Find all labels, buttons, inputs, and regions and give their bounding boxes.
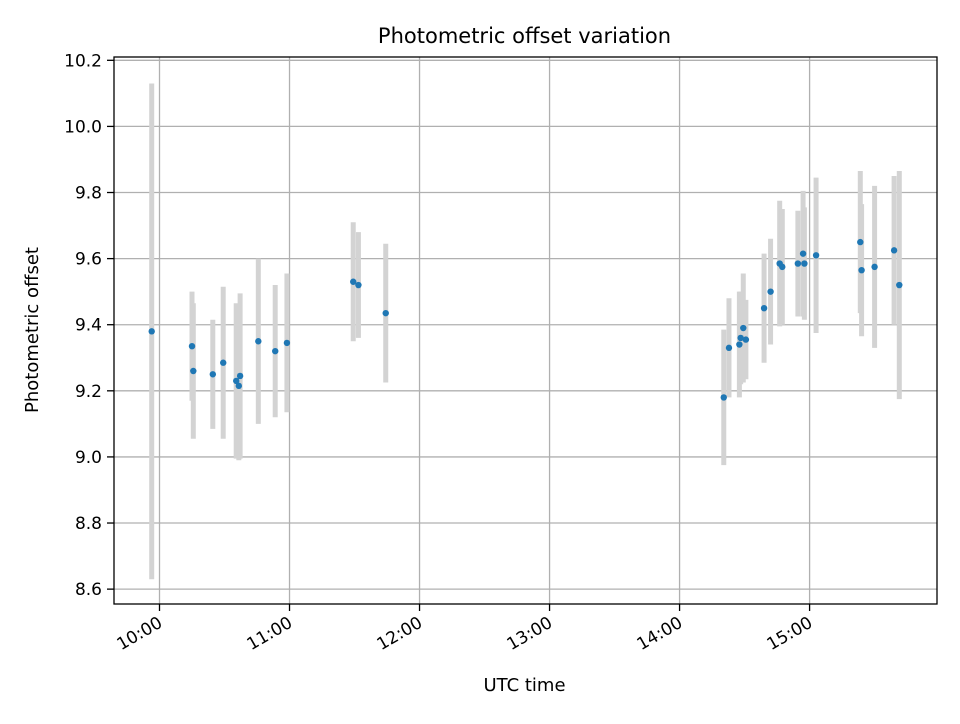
data-point [209, 371, 217, 378]
data-point [801, 260, 808, 267]
y-tick-label: 8.8 [75, 514, 102, 534]
data-point [148, 328, 155, 335]
y-tick-label: 9.0 [75, 448, 102, 468]
data-point [736, 341, 743, 348]
data-point [742, 336, 750, 343]
data-point [857, 238, 864, 246]
errorbar-layer [149, 83, 902, 580]
data-point [779, 263, 786, 271]
data-point [188, 342, 196, 350]
x-tick-label: 11:00 [244, 613, 296, 655]
data-point [740, 324, 747, 332]
data-point [720, 394, 727, 401]
x-tick-label: 12:00 [374, 613, 426, 655]
chart-title: Photometric offset variation [378, 24, 671, 48]
y-tick-label: 9.2 [75, 382, 102, 402]
data-point [233, 377, 240, 385]
x-axis-label: UTC time [483, 675, 565, 696]
y-tick-label: 9.8 [75, 184, 102, 204]
data-point [283, 339, 291, 347]
tick-layer: 10:00 11:00 12:00 13:00 14:00 15:00 8.6 8.8 9.0 9… [64, 51, 816, 655]
data-point [272, 347, 279, 355]
data-point [236, 372, 244, 380]
x-tick-label: 15:00 [764, 613, 816, 655]
data-point [760, 304, 768, 312]
data-point [382, 309, 389, 317]
x-tick-label: 10:00 [114, 613, 166, 655]
data-point [890, 247, 898, 254]
data-point [220, 359, 227, 366]
data-point [255, 338, 262, 345]
point-layer [148, 238, 903, 401]
y-tick-label: 9.6 [75, 250, 102, 270]
data-point [350, 278, 357, 285]
data-point [190, 367, 197, 375]
data-point [235, 382, 243, 390]
data-point [858, 266, 865, 274]
y-axis-label: Photometric offset [22, 247, 43, 413]
plot-frame [113, 56, 938, 605]
data-point [871, 263, 878, 271]
y-tick-label: 8.6 [75, 580, 102, 600]
data-point [737, 334, 744, 342]
data-point [355, 281, 362, 289]
x-tick-label: 13:00 [504, 613, 556, 655]
y-tick-label: 10.2 [64, 51, 102, 71]
y-tick-label: 9.4 [75, 316, 102, 336]
data-point [799, 250, 807, 257]
y-tick-label: 10.0 [64, 117, 102, 137]
x-tick-label: 14:00 [634, 613, 686, 655]
data-point [794, 260, 802, 267]
data-point [812, 252, 820, 259]
data-point [896, 281, 903, 289]
data-point [725, 344, 733, 352]
data-point [767, 288, 774, 295]
grid-layer [114, 57, 937, 604]
